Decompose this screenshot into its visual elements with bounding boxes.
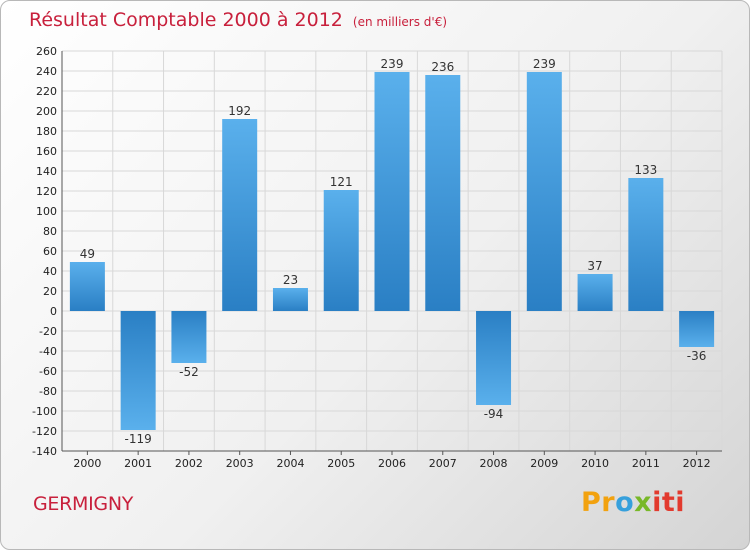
y-tick-label: -80	[39, 385, 57, 398]
data-label-2011: 133	[634, 163, 657, 177]
y-tick-label: 80	[43, 225, 57, 238]
logo-part-4: iti	[652, 487, 686, 518]
x-tick-label: 2012	[683, 457, 711, 470]
y-tick-label: 40	[43, 265, 57, 278]
data-labels: 49 -119 -52 192 23 121 239 236 -94 239 37 133 -36	[80, 57, 707, 446]
logo-part-1: Pr	[581, 487, 616, 518]
bar-2005[interactable]	[323, 190, 359, 311]
x-tick-label: 2001	[124, 457, 152, 470]
data-label-2006: 239	[381, 57, 404, 71]
x-tick-label: 2007	[429, 457, 457, 470]
y-tick-label: -40	[39, 345, 57, 358]
data-label-2007: 236	[431, 60, 454, 74]
data-label-2002: -52	[179, 365, 199, 379]
bar-2007[interactable]	[425, 75, 461, 311]
y-tick-label: 140	[36, 165, 57, 178]
data-label-2010: 37	[587, 259, 602, 273]
x-tick-label: 2003	[226, 457, 254, 470]
data-label-2009: 239	[533, 57, 556, 71]
y-tick-label: -140	[32, 445, 57, 458]
bar-2001[interactable]	[120, 311, 156, 430]
bar-2006[interactable]	[374, 72, 410, 311]
commune-name: GERMIGNY	[33, 493, 134, 515]
x-tick-label: 2002	[175, 457, 203, 470]
bar-2002[interactable]	[171, 311, 207, 363]
x-tick-label: 2010	[581, 457, 609, 470]
x-tick-label: 2006	[378, 457, 406, 470]
y-tick-label: 20	[43, 285, 57, 298]
y-tick-label: 0	[50, 305, 57, 318]
y-tick-label: 200	[36, 105, 57, 118]
y-tick-label: 60	[43, 245, 57, 258]
axes: 260240220200180160140120100806040200-20-…	[32, 45, 722, 470]
x-tick-label: 2000	[73, 457, 101, 470]
bar-2003[interactable]	[222, 119, 258, 311]
y-tick-label: -20	[39, 325, 57, 338]
bars	[69, 72, 715, 430]
proxiti-logo[interactable]: Proxiti	[581, 487, 685, 518]
x-tick-label: 2005	[327, 457, 355, 470]
y-tick-label: 100	[36, 205, 57, 218]
y-tick-label: -120	[32, 425, 57, 438]
chart-title: Résultat Comptable 2000 à 2012 (en millie…	[29, 9, 447, 31]
data-label-2008: -94	[484, 407, 504, 421]
y-tick-label: 260	[36, 45, 57, 58]
chart-title-main: Résultat Comptable 2000 à 2012	[29, 9, 343, 31]
x-tick-label: 2011	[632, 457, 660, 470]
chart-title-unit: (en milliers d'€)	[352, 15, 448, 29]
x-tick-label: 2008	[480, 457, 508, 470]
y-tick-label: -60	[39, 365, 57, 378]
x-tick-label: 2004	[276, 457, 304, 470]
x-tick-label: 2009	[530, 457, 558, 470]
bar-2010[interactable]	[577, 274, 613, 311]
bar-2008[interactable]	[476, 311, 512, 405]
data-label-2004: 23	[283, 273, 298, 287]
data-label-2012: -36	[687, 349, 707, 363]
y-tick-label: 220	[36, 85, 57, 98]
y-tick-label: 180	[36, 125, 57, 138]
data-label-2000: 49	[80, 247, 95, 261]
bar-2011[interactable]	[628, 178, 664, 311]
y-tick-label: 240	[36, 65, 57, 78]
data-label-2001: -119	[125, 432, 152, 446]
bar-2000[interactable]	[69, 262, 105, 311]
y-tick-label: -100	[32, 405, 57, 418]
data-label-2005: 121	[330, 175, 353, 189]
y-tick-label: 160	[36, 145, 57, 158]
bar-2004[interactable]	[272, 288, 308, 311]
y-tick-label: 120	[36, 185, 57, 198]
bar-2009[interactable]	[526, 72, 562, 311]
logo-part-2: o	[615, 487, 635, 518]
data-label-2003: 192	[228, 104, 251, 118]
logo-part-3: x	[634, 487, 653, 518]
bar-2012[interactable]	[679, 311, 715, 347]
